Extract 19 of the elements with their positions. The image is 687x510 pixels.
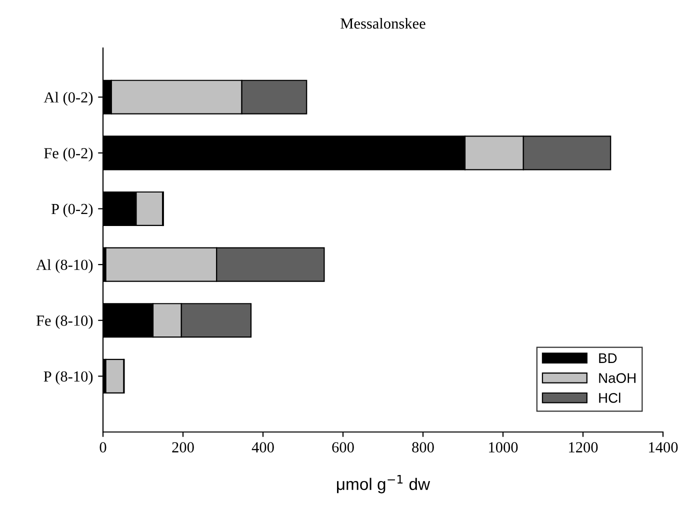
x-tick-label: 0 — [100, 442, 106, 452]
x-axis-title: μmol g$^{−1}$ dw — [337, 475, 430, 494]
legend-label: BD — [599, 353, 617, 363]
legend-label: HCl — [599, 392, 620, 403]
y-tick-label: P (8-10) — [44, 370, 93, 385]
y-tick-label: P (0-2) — [51, 203, 93, 218]
x-tick-label: 400 — [252, 442, 274, 452]
y-tick-label: Al (0-2) — [44, 92, 93, 106]
chart-title: Messalonskee — [340, 18, 426, 29]
legend-label: NaOH — [599, 373, 636, 383]
x-tick-label: 1200 — [569, 442, 598, 452]
x-tick-label: 200 — [172, 442, 194, 452]
x-tick-label: 1000 — [489, 442, 518, 452]
y-tick-label: Fe (0-2) — [44, 148, 93, 162]
x-tick-label: 600 — [332, 442, 354, 452]
x-tick-label: 800 — [412, 442, 434, 452]
y-tick-label: Fe (8-10) — [36, 315, 93, 329]
x-tick-label: 1400 — [649, 442, 678, 452]
y-tick-label: Al (8-10) — [36, 259, 93, 274]
